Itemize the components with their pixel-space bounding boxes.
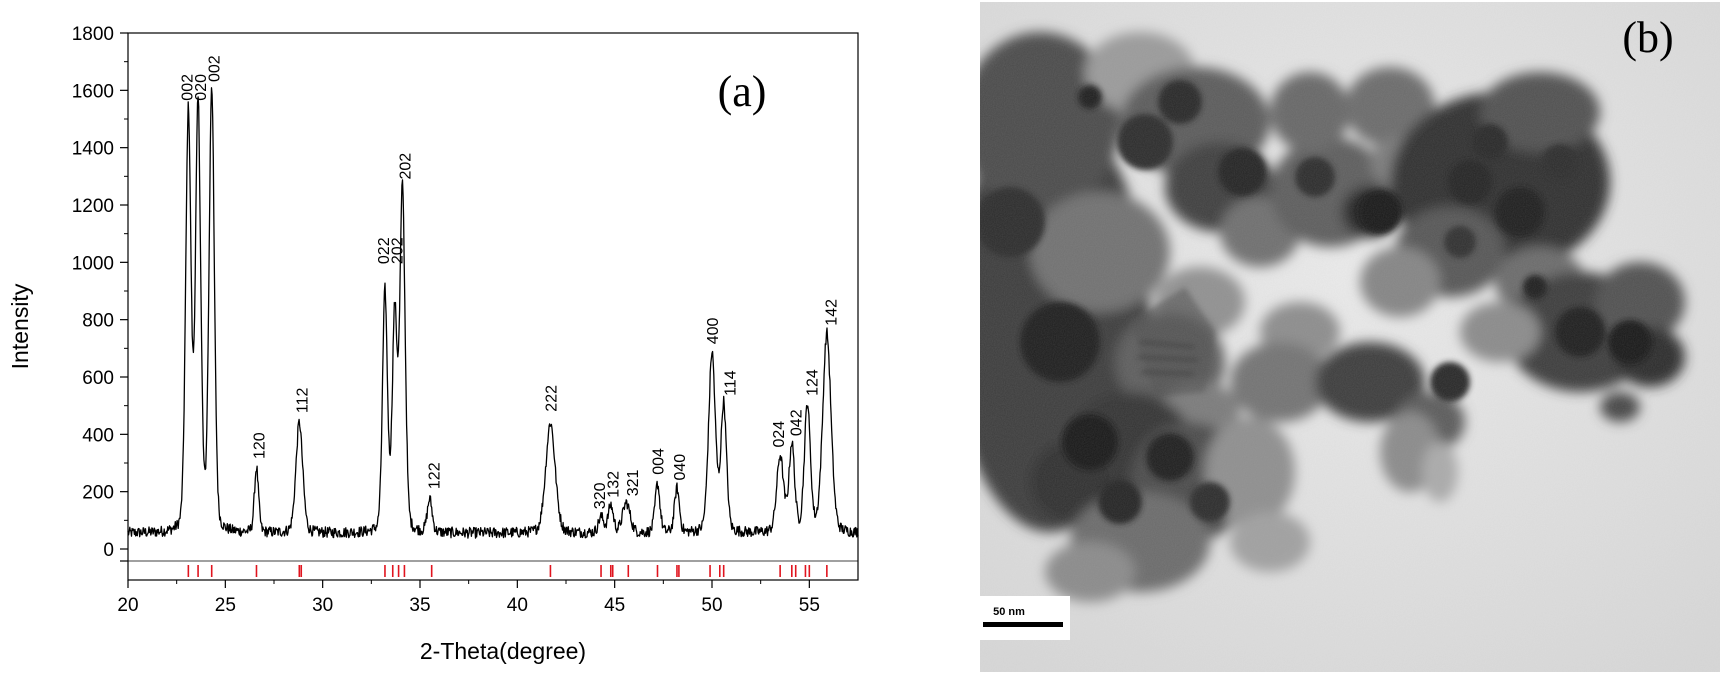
y-tick-label: 1800 bbox=[72, 24, 114, 45]
peak-label: 321 bbox=[625, 470, 642, 497]
x-tick-label: 45 bbox=[604, 595, 625, 616]
peak-label: 004 bbox=[651, 448, 668, 475]
y-tick-label: 0 bbox=[103, 540, 114, 561]
x-axis-label: 2-Theta(degree) bbox=[420, 638, 586, 664]
scale-bar-line bbox=[983, 622, 1063, 627]
x-tick-label: 25 bbox=[215, 595, 236, 616]
x-tick-label: 30 bbox=[312, 595, 333, 616]
peak-label: 202 bbox=[397, 153, 414, 180]
peak-label: 020 bbox=[193, 74, 210, 101]
scale-bar-label: 50 nm bbox=[993, 606, 1025, 618]
peak-label: 112 bbox=[294, 387, 311, 413]
peak-label: 002 bbox=[207, 55, 224, 82]
xrd-chart-panel: 0 200 400 600 800 1000 1200 1400 1600 1800 20 25 30 3… bbox=[7, 24, 859, 664]
peak-label: 002 bbox=[179, 74, 196, 101]
y-tick-label: 800 bbox=[82, 311, 114, 332]
x-tick-label: 20 bbox=[117, 595, 138, 616]
peak-label: 114 bbox=[723, 370, 740, 396]
y-tick-label: 1400 bbox=[72, 139, 114, 160]
peak-label: 124 bbox=[804, 369, 821, 396]
peak-label: 222 bbox=[543, 385, 560, 412]
x-tick-label: 55 bbox=[799, 595, 820, 616]
reference-lines bbox=[187, 565, 828, 577]
tem-micrograph: (b) 50 nm bbox=[980, 2, 1720, 672]
scale-bar: 50 nm bbox=[980, 596, 1070, 640]
y-tick-label: 400 bbox=[82, 425, 114, 446]
panel-b-label: (b) bbox=[1622, 13, 1673, 62]
x-tick-label: 35 bbox=[409, 595, 430, 616]
scale-bar-background bbox=[980, 596, 1070, 640]
tem-grain bbox=[980, 2, 1720, 672]
panel-a-label: (a) bbox=[718, 67, 767, 116]
peak-label: 042 bbox=[789, 409, 806, 436]
peak-label: 132 bbox=[606, 471, 623, 498]
peak-label: 142 bbox=[824, 299, 841, 326]
particle-agglomerates bbox=[980, 2, 1720, 672]
y-tick-label: 1200 bbox=[72, 196, 114, 217]
peak-label: 040 bbox=[672, 454, 689, 481]
tem-micrograph-panel: (b) 50 nm bbox=[980, 2, 1720, 672]
peak-label: 024 bbox=[771, 421, 788, 448]
x-tick-label: 50 bbox=[701, 595, 722, 616]
y-tick-label: 200 bbox=[82, 483, 114, 504]
x-tick-label: 40 bbox=[507, 595, 528, 616]
y-tick-label: 600 bbox=[82, 368, 114, 389]
peak-label: 120 bbox=[251, 432, 268, 459]
peak-label: 202 bbox=[390, 237, 407, 264]
diffraction-trace bbox=[127, 87, 859, 539]
y-tick-label: 1000 bbox=[72, 253, 114, 274]
diffraction-line bbox=[127, 87, 859, 539]
peak-label: 122 bbox=[427, 462, 444, 489]
peak-label: 400 bbox=[705, 318, 722, 345]
plot-frame bbox=[127, 32, 859, 581]
y-tick-label: 1600 bbox=[72, 81, 114, 102]
peak-label: 320 bbox=[592, 482, 609, 509]
y-axis-label: Intensity bbox=[7, 283, 33, 369]
peak-label: 022 bbox=[376, 237, 393, 264]
